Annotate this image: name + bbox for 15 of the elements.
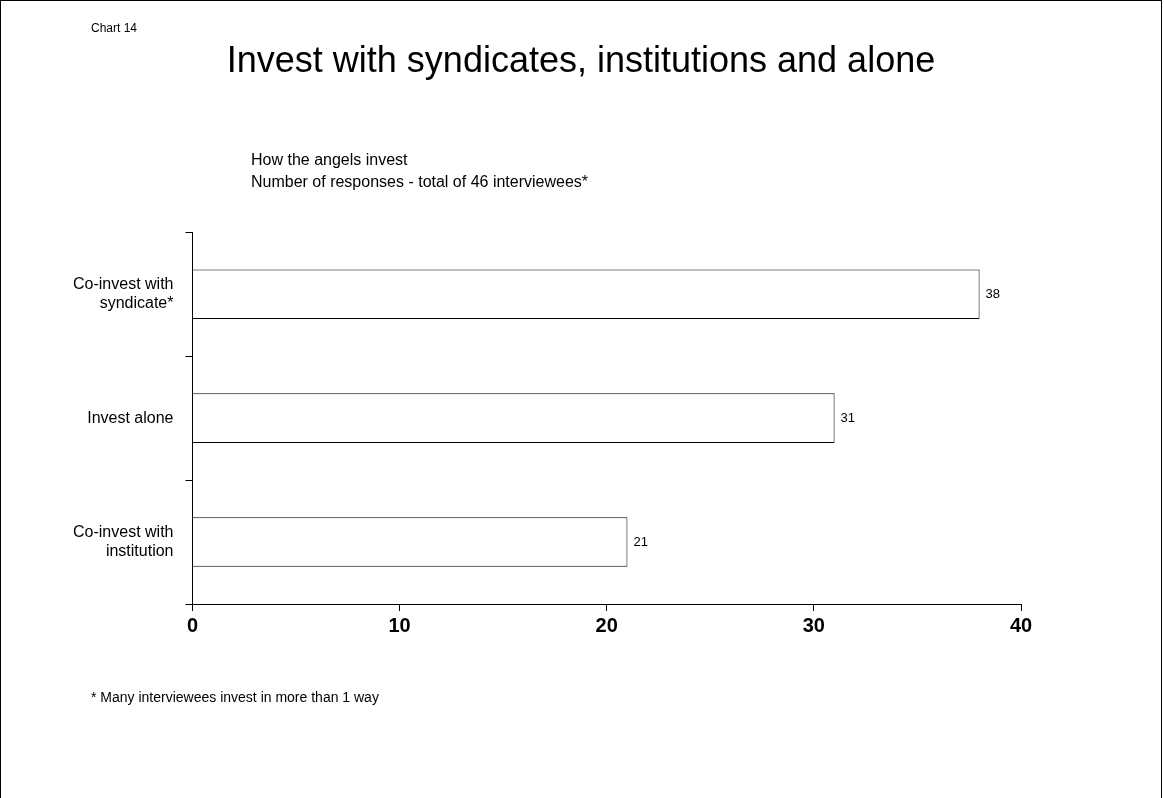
- chart-title: Invest with syndicates, institutions and alone: [225, 39, 937, 81]
- text: * Many interviewees invest in more than 1 way: [91, 689, 379, 705]
- data-label: 38: [985, 285, 1001, 301]
- x-tick-label: 30: [802, 613, 825, 636]
- chart-subtitle: How the angels invest Number of responses - total of 46 interviewees*: [251, 150, 589, 192]
- caption: Chart 14: [91, 21, 138, 35]
- y-tick-label: Co-invest with institution: [72, 522, 174, 560]
- x-tick-label: 40: [1009, 613, 1033, 636]
- data-label: 21: [633, 533, 648, 549]
- y-tick-label: Invest alone: [87, 408, 174, 426]
- data-label: 31: [840, 409, 856, 425]
- x-tick-label: 20: [595, 613, 618, 636]
- y-tick-label: Co-invest with syndicate*: [72, 274, 174, 312]
- x-tick-label: 10: [388, 613, 411, 636]
- x-tick-label: 0: [186, 613, 199, 636]
